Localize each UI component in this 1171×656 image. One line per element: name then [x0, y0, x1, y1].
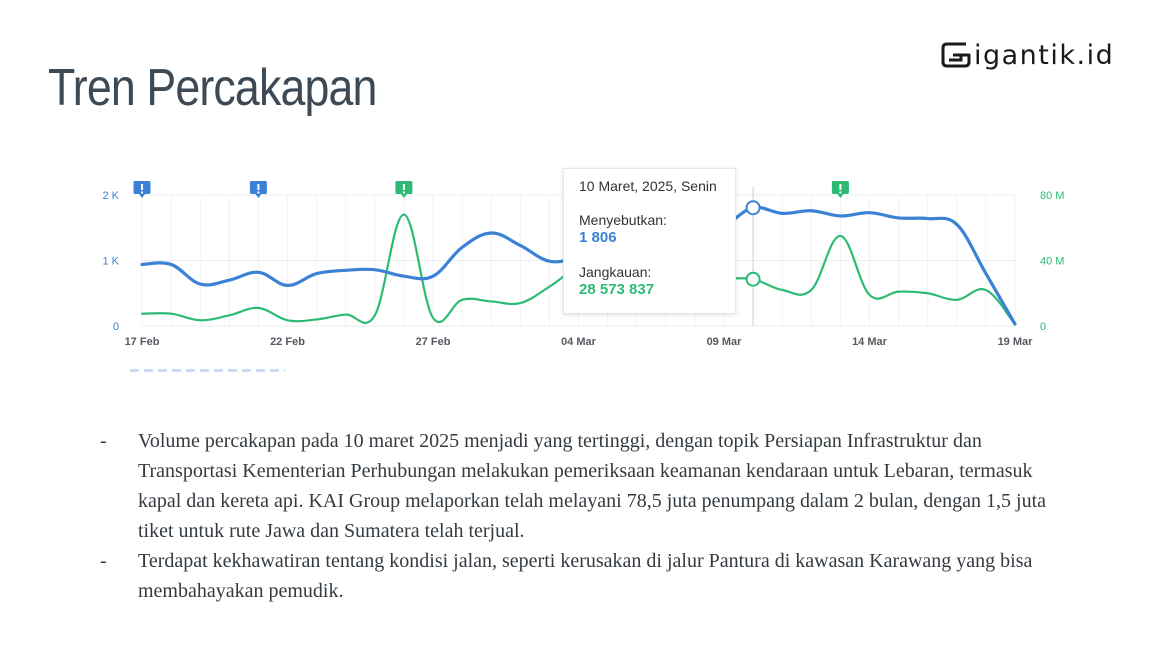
- y-left-tick-label: 0: [113, 321, 119, 333]
- bullet-item: - Volume percakapan pada 10 maret 2025 me…: [100, 426, 1070, 546]
- tooltip-series2-value: 28 573 837: [579, 281, 655, 298]
- y-left-tick-label: 1 K: [102, 256, 119, 268]
- x-tick-label: 17 Feb: [125, 336, 160, 348]
- logo-g-icon: [941, 42, 971, 68]
- bullet-marker: -: [100, 430, 107, 452]
- y-right-tick-label: 0: [1040, 321, 1046, 333]
- marker-exclaim: [402, 184, 405, 190]
- x-tick-label: 04 Mar: [561, 336, 597, 348]
- marker-dot: [141, 191, 143, 194]
- page-title: Tren Percakapan: [48, 59, 377, 117]
- marker-exclaim: [141, 184, 143, 190]
- x-tick-label: 27 Feb: [416, 336, 451, 348]
- y-right-tick-label: 40 M: [1040, 256, 1064, 268]
- marker-dot: [839, 191, 842, 194]
- annotation-marker-icon: [831, 181, 849, 198]
- y-right-tick-label: 80 M: [1040, 190, 1064, 202]
- chart-tooltip: 10 Maret, 2025, Senin Menyebutkan: 1 806…: [563, 168, 736, 314]
- bullet-list: - Volume percakapan pada 10 maret 2025 me…: [100, 426, 1070, 606]
- bullet-item: - Terdapat kekhawatiran tentang kondisi j…: [100, 546, 1070, 606]
- tooltip-series1-value: 1 806: [579, 229, 617, 246]
- legend-partial: [130, 369, 285, 372]
- x-tick-label: 14 Mar: [852, 336, 888, 348]
- y-axis-left: 0 1 K 2 K: [102, 190, 119, 333]
- bullet-marker: -: [100, 550, 107, 572]
- bullet-text: Terdapat kekhawatiran tentang kondisi ja…: [138, 550, 1033, 602]
- annotation-markers: [133, 181, 849, 198]
- highlight-point-menyebutkan: [745, 200, 761, 216]
- bullet-text: Volume percakapan pada 10 maret 2025 men…: [138, 430, 1047, 542]
- tooltip-series1-label: Menyebutkan:: [579, 212, 667, 228]
- annotation-marker-icon: [133, 181, 151, 198]
- marker-exclaim: [839, 184, 842, 190]
- marker-dot: [257, 191, 260, 194]
- brand-name: igantik.id: [974, 39, 1115, 71]
- marker-exclaim: [257, 184, 260, 190]
- highlight-points: [745, 200, 761, 287]
- marker-dot: [402, 191, 405, 194]
- brand-logo: igantik.id: [939, 36, 1114, 74]
- y-left-tick-label: 2 K: [102, 190, 119, 202]
- tooltip-series2-label: Jangkauan:: [579, 264, 652, 280]
- annotation-marker-icon: [395, 181, 413, 198]
- x-axis: 17 Feb 22 Feb 27 Feb 04 Mar 09 Mar 14 Mar 19 M…: [125, 336, 1034, 348]
- x-tick-label: 09 Mar: [707, 336, 743, 348]
- tooltip-date: 10 Maret, 2025, Senin: [579, 178, 717, 194]
- x-tick-label: 19 Mar: [998, 336, 1034, 348]
- y-axis-right: 0 40 M 80 M: [1040, 190, 1064, 333]
- highlight-point-jangkauan: [745, 271, 761, 287]
- annotation-marker-icon: [249, 181, 267, 198]
- x-tick-label: 22 Feb: [270, 336, 305, 348]
- trend-chart: 0 1 K 2 K 0 40 M 80 M 17 Feb 22 Feb 27 Feb 04 M…: [90, 168, 1080, 378]
